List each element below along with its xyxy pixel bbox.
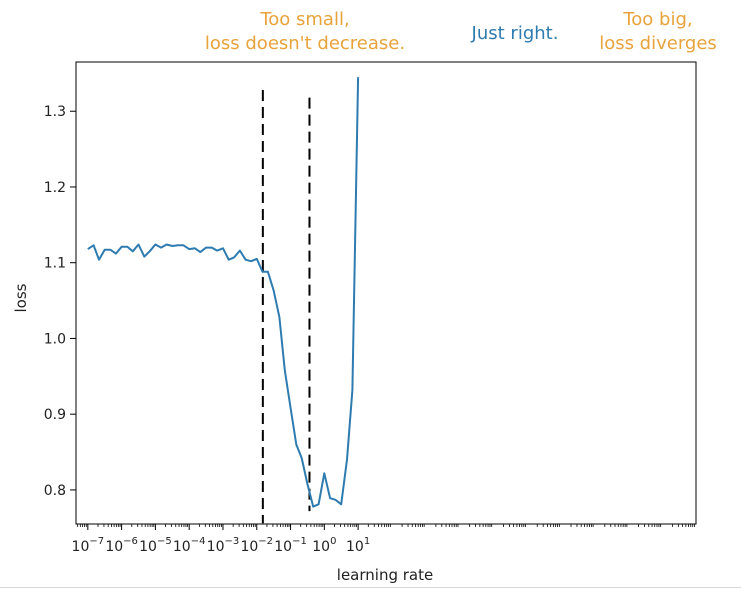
x-tick-label: 10−7 [72,536,105,555]
axes-frame [75,61,697,525]
y-tick-label: 0.8 [44,483,66,499]
y-tick-label: 1.3 [44,104,66,120]
plot-area-frame [75,61,697,525]
x-axis-label: learning rate [337,566,433,584]
annotation-just-right-text: Just right. [471,23,559,44]
x-tick-label: 10−5 [139,536,172,555]
y-tick-label: 1.2 [44,180,66,196]
bottom-divider [0,587,741,588]
y-tick-label: 0.9 [44,407,66,423]
x-tick-label: 100 [312,536,336,555]
tick-labels: 10−7 10−6 10−5 10−4 10−3 10−2 10−1 100 101 0.8 0.9… [44,104,370,555]
annotation-too-small-line1: Too small, [260,9,350,30]
loss-line [87,77,360,508]
x-tick-label: 10−4 [173,536,206,555]
annotation-too-small-line2: loss doesn't decrease. [204,33,406,54]
x-tick-label: 10−6 [105,536,138,555]
annotation-too-big: Too big, loss diverges [578,8,738,56]
x-tick-label: 10−3 [207,536,240,555]
annotation-too-big-line2: loss diverges [599,33,717,54]
x-tick-label: 10−1 [274,536,307,555]
loss-series [87,77,360,508]
x-tick-label: 10−2 [240,536,273,555]
axis-ticks [70,110,695,530]
y-tick-label: 1.1 [44,256,66,272]
y-tick-label: 1.0 [44,331,66,347]
annotation-too-big-line1: Too big, [623,9,693,30]
y-axis-label: loss [12,283,30,312]
threshold-lines [261,90,311,524]
x-tick-label: 101 [346,536,370,555]
annotation-too-small: Too small, loss doesn't decrease. [180,8,430,56]
annotation-just-right: Just right. [450,22,580,46]
